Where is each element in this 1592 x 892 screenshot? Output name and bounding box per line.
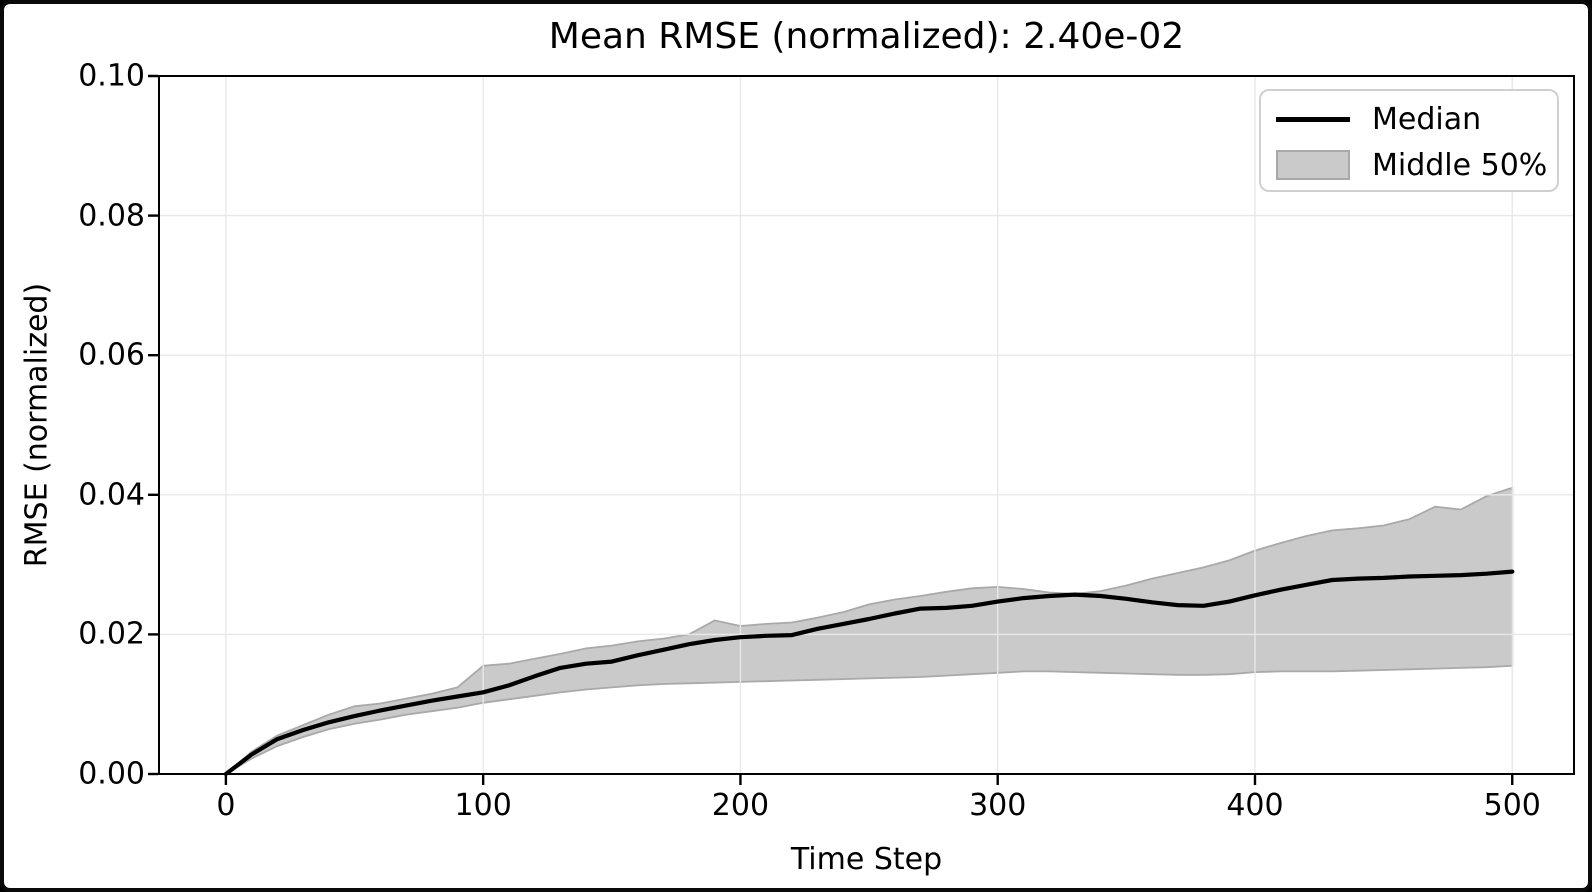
x-tick-label: 0 — [216, 788, 236, 823]
legend-label-middle50: Middle 50% — [1372, 147, 1548, 183]
middle50-band — [225, 486, 1514, 775]
y-tick-label: 0.08 — [78, 198, 145, 234]
x-tick-label: 400 — [1226, 788, 1284, 823]
legend-item-median: Median — [1276, 96, 1557, 142]
x-axis-label: Time Step — [790, 842, 943, 877]
y-tick-label: 0.02 — [78, 616, 145, 652]
legend-label-median: Median — [1372, 101, 1482, 137]
legend: Median Middle 50% — [1259, 89, 1559, 192]
y-tick-labels: 0.00 0.02 0.04 0.06 0.08 0.10 — [4, 4, 145, 888]
x-tick-label: 500 — [1483, 788, 1541, 823]
x-tick-label: 200 — [711, 788, 770, 823]
y-tick-label: 0.10 — [78, 58, 145, 94]
median-line — [223, 569, 1515, 777]
y-tick-label: 0.04 — [78, 477, 145, 513]
x-tick-labels: 0 100 200 300 400 500 — [4, 788, 1588, 824]
legend-item-middle50: Middle 50% — [1276, 142, 1557, 188]
middle50-swatch-wrap — [1276, 150, 1350, 180]
y-tick-label: 0.00 — [78, 756, 145, 792]
legend-patch-swatch — [1276, 150, 1350, 180]
chart-title: Mean RMSE (normalized): 2.40e-02 — [548, 16, 1185, 57]
axes-spines — [158, 75, 1575, 775]
x-tick-label: 300 — [969, 788, 1027, 823]
chart-plot-area — [148, 74, 1575, 785]
x-tick-label: 100 — [454, 788, 512, 823]
median-line-swatch-wrap — [1276, 116, 1350, 122]
y-tick-label: 0.06 — [78, 337, 145, 373]
legend-line-swatch — [1276, 116, 1350, 122]
